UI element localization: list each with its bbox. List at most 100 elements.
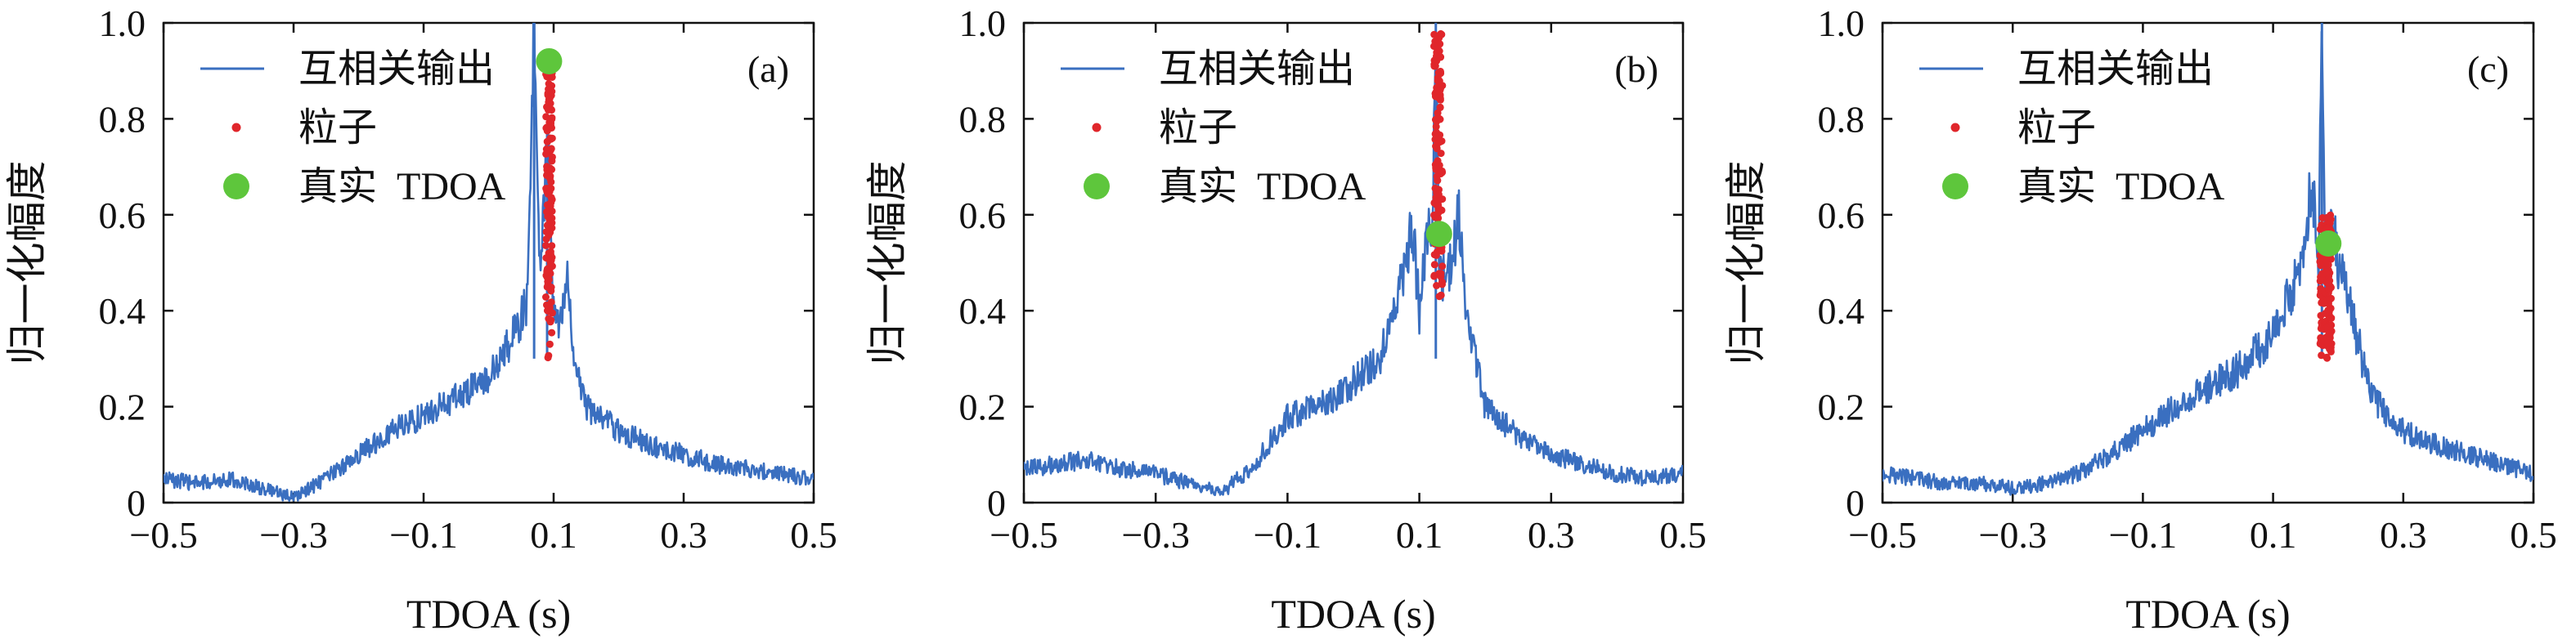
particle-point [1438,247,1446,255]
particle-point [1436,115,1444,123]
legend-entry: 粒子 [298,106,377,150]
particle-point [1430,272,1438,280]
particle-point [548,242,556,250]
x-tick-label: −0.1 [2109,514,2177,556]
x-tick-label: 0.1 [2250,514,2297,556]
legend-particle-swatch [1092,123,1102,132]
particle-point [545,80,553,87]
particle-point [2325,286,2333,294]
particle-point [545,275,553,284]
particle-point [2327,315,2335,323]
x-tick-label: −0.5 [990,514,1057,556]
panel-c: −0.5 −0.3 −0.1 0.1 0.3 0.5 0 0.2 0.4 0.6 0.8 1.0 TDO… [1723,2,2557,637]
y-tick-label: 0.2 [1818,387,1865,428]
particle-point [542,113,550,121]
plot-frame [1881,21,2535,504]
particle-point [1430,30,1438,38]
x-axis-label: TDOA (s) [1271,591,1435,637]
particle-point [2318,351,2326,360]
plot-frame [162,21,815,504]
particle-point [543,208,550,216]
y-tick-label: 0 [987,482,1006,524]
x-tick-label: −0.5 [1848,514,1916,556]
particle-point [546,248,554,256]
particle-point [2317,324,2325,333]
legend-entry: 粒子 [1159,106,1237,150]
particle-point [1430,251,1438,259]
legend-entry: 真实 TDOA [2017,165,2225,208]
y-axis-label: 归一化幅度 [864,161,910,365]
plot-area [1883,23,2533,496]
particle-point [1438,30,1446,38]
cross-correlation-series [1024,45,1683,497]
x-axis-label: TDOA (s) [406,591,571,637]
particle-point [1432,163,1440,172]
particle-point [1437,270,1445,278]
x-tick-label: −0.3 [1121,514,1189,556]
particle-point [2325,307,2333,315]
y-tick-label: 0.4 [99,290,146,332]
legend-entry: 真实 TDOA [298,165,506,208]
particle-point [1435,77,1443,85]
y-tick-label: 0.8 [1818,98,1865,140]
panel-b: −0.5 −0.3 −0.1 0.1 0.3 0.5 0 0.2 0.4 0.6 0.8 1.0 TDO… [864,2,1707,637]
particle-point [544,354,552,362]
particle-point [2326,332,2334,340]
particle-point [1437,150,1445,158]
particle-point [542,293,550,301]
particle-point [1433,282,1441,289]
legend-entry: 互相关输出 [2017,47,2214,91]
particle-point [543,268,551,276]
particle-point [1433,172,1441,181]
particle-point [547,298,555,306]
legend-marker-swatch [1942,173,1968,199]
x-tick-label: 0.5 [1659,514,1707,556]
x-tick-label: −0.1 [1254,514,1322,556]
true-tdoa-marker [536,47,563,74]
y-tick-label: 0.4 [1818,290,1865,332]
particle-point [2323,339,2331,347]
panel-label: (b) [1614,48,1658,90]
y-tick-label: 1.0 [99,2,146,44]
x-tick-label: −0.3 [259,514,327,556]
particle-point [546,100,554,107]
x-tick-label: −0.1 [389,514,457,556]
y-tick-label: 0.6 [99,195,146,236]
particle-point [2317,338,2325,346]
particle-point [548,165,556,173]
y-tick-label: 0.2 [959,387,1007,428]
particle-point [2317,262,2325,270]
particle-point [548,214,556,222]
particle-point [1436,53,1444,61]
y-axis-label: 归一化幅度 [4,161,50,365]
y-tick-label: 0 [1846,482,1865,524]
x-tick-label: 0.1 [530,514,577,556]
particle-point [2324,278,2332,286]
particle-point [548,153,556,161]
legend-entry: 互相关输出 [1159,47,1355,91]
particle-point [546,122,554,130]
particle-point [1434,45,1442,53]
particle-point [1434,190,1443,199]
y-tick-label: 0 [127,482,146,524]
particle-point [1436,67,1444,75]
particle-point [1436,104,1444,111]
panel-label: (c) [2467,48,2509,90]
particle-point [2318,318,2327,326]
y-tick-label: 0.8 [959,98,1007,140]
particle-point [545,340,554,348]
particle-point [544,137,551,145]
particle-point [2323,224,2331,232]
x-tick-label: 0.3 [660,514,707,556]
particle-point [1432,123,1440,131]
y-tick-label: 0.8 [99,98,146,140]
y-tick-label: 0.6 [1818,195,1865,236]
plot-area [1024,23,1683,497]
true-tdoa-marker [2315,230,2342,257]
particle-point [545,187,554,195]
x-tick-label: −0.5 [129,514,197,556]
particle-point [548,87,556,96]
legend-entry: 真实 TDOA [1159,165,1367,208]
x-tick-label: 0.3 [2380,514,2427,556]
